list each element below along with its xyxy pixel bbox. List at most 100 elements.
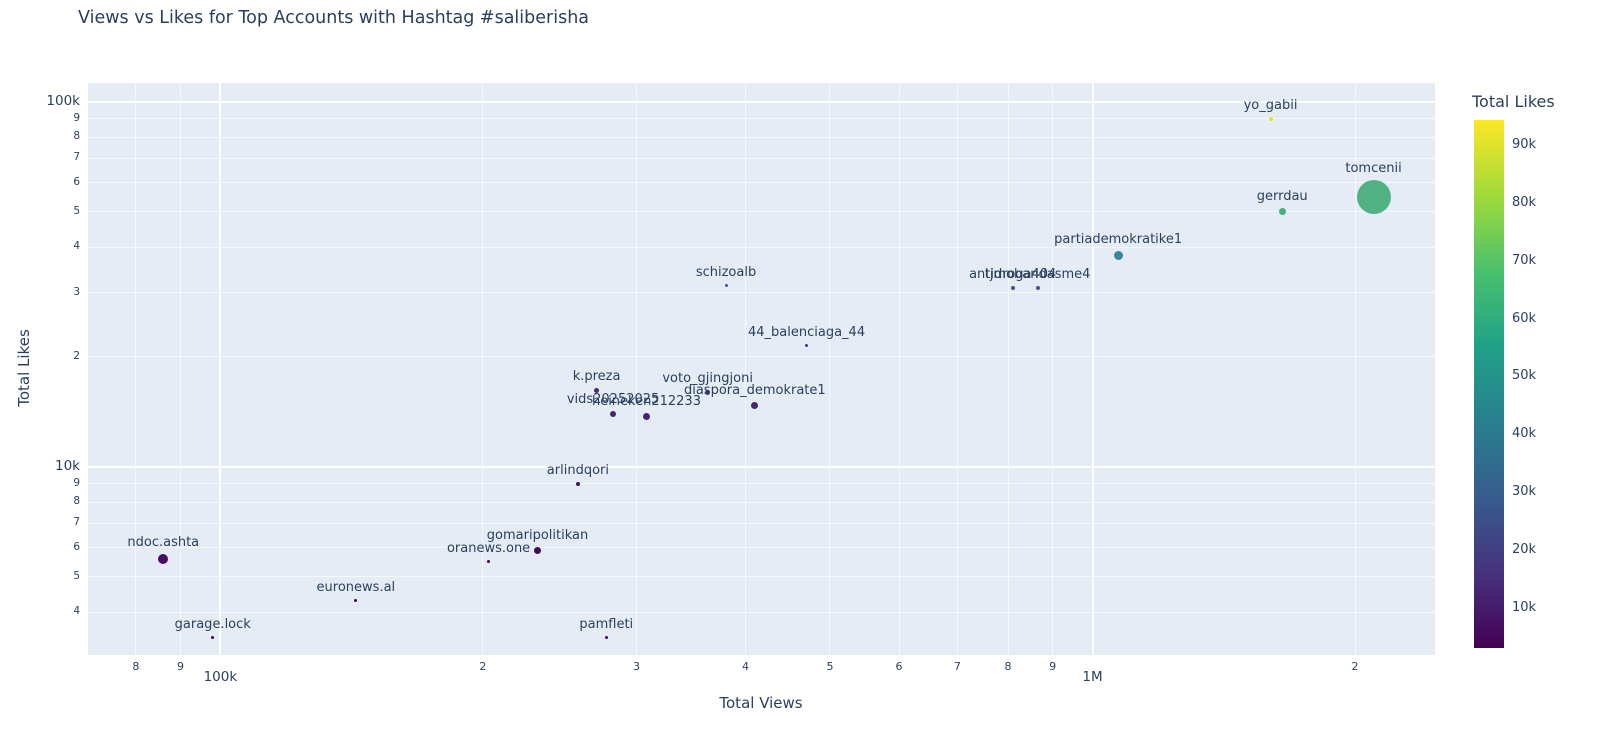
y-gridline [88, 522, 1435, 524]
scatter-point[interactable] [1278, 208, 1286, 216]
x-tick-label: 9 [176, 660, 184, 673]
y-gridline [88, 547, 1435, 549]
point-label: yo_gabii [1243, 97, 1298, 113]
point-label: tjmobandasme4 [984, 266, 1091, 282]
chart-title: Views vs Likes for Top Accounts with Has… [78, 8, 590, 28]
point-label: ndoc.ashta [127, 534, 200, 550]
y-axis-title: Total Likes [15, 329, 33, 407]
scatter-point[interactable] [604, 636, 608, 640]
y-tick-label: 8 [73, 495, 80, 508]
y-gridline [88, 246, 1435, 248]
y-gridline [88, 100, 1435, 103]
point-label: partiademokratike1 [1054, 231, 1183, 247]
x-gridline [636, 83, 637, 655]
y-gridline [88, 465, 1435, 468]
x-tick-label: 100k [203, 669, 238, 685]
scatter-point[interactable] [610, 410, 617, 417]
point-label: heineken212233 [591, 394, 701, 410]
x-tick-label: 2 [1351, 660, 1359, 673]
scatter-point[interactable] [1010, 285, 1015, 290]
y-tick-label: 4 [73, 605, 80, 618]
colorbar-tick-label: 80k [1512, 194, 1537, 210]
x-tick-label: 2 [479, 660, 487, 673]
scatter-point[interactable] [354, 599, 358, 603]
x-tick-label: 6 [895, 660, 903, 673]
y-gridline [88, 483, 1435, 485]
colorbar-tick-label: 30k [1512, 484, 1537, 500]
point-label: arlindqori [546, 462, 610, 478]
x-tick-label: 7 [953, 660, 961, 673]
x-gridline [1007, 83, 1009, 655]
scatter-point[interactable] [575, 481, 580, 486]
y-tick-label: 7 [73, 516, 80, 529]
x-gridline [1354, 83, 1356, 655]
y-tick-label: 4 [73, 240, 80, 253]
colorbar-tick-label: 10k [1512, 600, 1537, 616]
x-tick-label: 9 [1049, 660, 1057, 673]
y-gridline [88, 611, 1435, 613]
y-gridline [88, 157, 1435, 159]
scatter-point[interactable] [1268, 116, 1273, 121]
y-tick-label: 7 [73, 151, 80, 164]
x-tick-label: 8 [132, 660, 140, 673]
y-tick-label: 6 [73, 175, 80, 188]
x-gridline [482, 83, 484, 655]
y-tick-label: 10k [55, 457, 80, 474]
scatter-point[interactable] [1113, 250, 1123, 260]
y-tick-label: 5 [73, 569, 80, 582]
y-gridline [88, 356, 1435, 358]
point-label: voto_gjingjoni [662, 370, 753, 386]
y-tick-label: 6 [73, 540, 80, 553]
x-gridline [829, 83, 831, 655]
y-gridline [88, 118, 1435, 120]
point-label: 44_balenciaga_44 [747, 325, 866, 341]
colorbar-tick-label: 60k [1512, 310, 1537, 326]
scatter-point[interactable] [594, 387, 600, 393]
scatter-point[interactable] [805, 344, 809, 348]
scatter-point[interactable] [534, 546, 541, 554]
colorbar-gradient [1474, 120, 1504, 648]
point-label: garage.lock [174, 617, 251, 633]
x-gridline [219, 83, 222, 655]
colorbar-tick-label: 70k [1512, 252, 1537, 268]
point-label: tomcenii [1345, 160, 1402, 176]
scatter-point[interactable] [1035, 285, 1040, 290]
scatter-point[interactable] [705, 389, 711, 395]
y-gridline [88, 576, 1435, 578]
point-label: pamfleti [579, 617, 634, 633]
y-gridline [88, 501, 1435, 503]
point-label: vids20252025 [566, 391, 660, 407]
scatter-point[interactable] [158, 553, 169, 564]
colorbar-tick-label: 40k [1512, 426, 1537, 442]
x-gridline [135, 83, 137, 655]
x-tick-label: 1M [1082, 669, 1103, 685]
x-axis-title: Total Views [719, 694, 803, 712]
colorbar-tick-label: 50k [1512, 368, 1537, 384]
y-tick-label: 9 [73, 111, 80, 124]
x-gridline [1052, 83, 1054, 655]
point-label: antidroga404 [969, 266, 1057, 282]
scatter-point[interactable] [211, 636, 215, 640]
y-tick-label: 8 [73, 130, 80, 143]
point-label: euronews.al [316, 580, 396, 596]
colorbar-title: Total Likes [1472, 92, 1555, 111]
x-tick-label: 4 [741, 660, 749, 673]
y-gridline [88, 211, 1435, 213]
scatter-point[interactable] [642, 413, 650, 421]
y-gridline [88, 136, 1435, 138]
scatter-point[interactable] [724, 283, 728, 287]
x-tick-label: 3 [633, 660, 640, 673]
scatter-point[interactable] [487, 560, 491, 564]
x-gridline [744, 83, 746, 655]
point-label: oranews.one [446, 541, 531, 557]
point-label: gerrdau [1256, 189, 1308, 205]
plot-area[interactable]: yo_gabii tomcenii gerrdau partiademokratike… [88, 83, 1435, 655]
colorbar-tick-label: 90k [1512, 136, 1537, 152]
y-tick-label: 100k [46, 92, 80, 109]
scatter-point[interactable] [1356, 179, 1391, 214]
point-label: diaspora_demokrate1 [683, 383, 826, 399]
colorbar-tick-label: 20k [1512, 542, 1537, 558]
y-tick-label: 9 [73, 476, 80, 489]
scatter-point[interactable] [751, 402, 759, 410]
